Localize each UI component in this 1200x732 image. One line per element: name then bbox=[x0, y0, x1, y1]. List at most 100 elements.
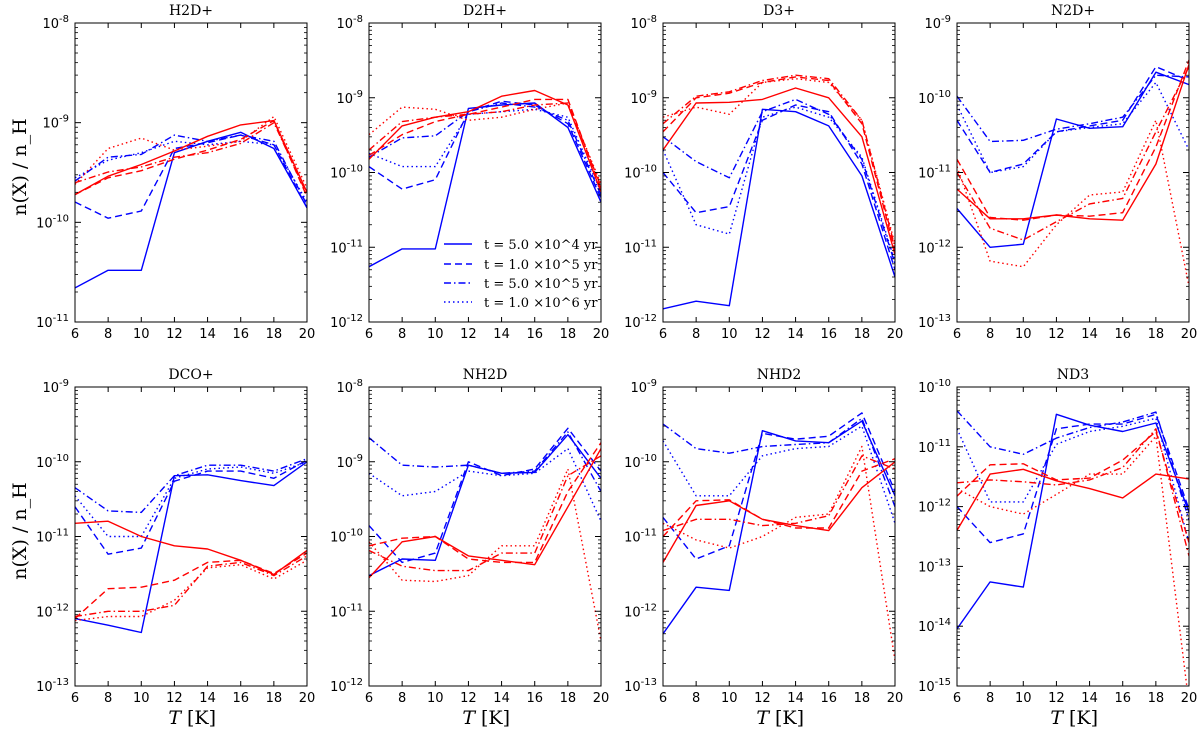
y-tick-label: 10-10 bbox=[330, 164, 363, 182]
x-tick-label: 8 bbox=[398, 327, 406, 342]
series-group bbox=[75, 115, 307, 289]
xlabel-col-1: T [K] bbox=[168, 707, 216, 729]
x-tick-label: 8 bbox=[398, 691, 406, 706]
y-tick-label: 10-11 bbox=[330, 238, 363, 256]
y-tick-label: 10-10 bbox=[36, 213, 69, 231]
x-tick-label: 8 bbox=[692, 327, 700, 342]
series-line bbox=[957, 413, 1189, 630]
series-line bbox=[369, 448, 601, 579]
x-tick-label: 18 bbox=[854, 691, 871, 706]
y-tick-label: 10-13 bbox=[36, 677, 69, 695]
x-tick-label: 16 bbox=[232, 691, 249, 706]
series-line bbox=[369, 442, 601, 564]
y-tick-label: 10-10 bbox=[36, 453, 69, 471]
x-tick-label: 20 bbox=[887, 327, 904, 342]
series-line bbox=[957, 74, 1189, 143]
y-tick-label: 10-11 bbox=[918, 438, 951, 456]
legend-label: t = 5.0 ×10^4 yr bbox=[484, 238, 598, 253]
xlabel-var: T bbox=[168, 707, 182, 729]
y-tick-label: 10-9 bbox=[336, 453, 363, 471]
panel-title: ND3 bbox=[1057, 367, 1089, 383]
series-group bbox=[957, 410, 1189, 686]
series-group bbox=[957, 59, 1189, 287]
x-tick-label: 12 bbox=[754, 327, 771, 342]
series-line bbox=[369, 98, 601, 190]
y-tick-label: 10-13 bbox=[918, 313, 951, 331]
x-tick-label: 8 bbox=[986, 327, 994, 342]
x-tick-label: 10 bbox=[721, 327, 738, 342]
series-line bbox=[369, 468, 601, 642]
y-tick-label: 10-12 bbox=[330, 313, 363, 331]
panel-4: N2D+ 6 8 10 12 14 16 18 20 10-13 10-12 10-11 10-10 10… bbox=[918, 3, 1197, 342]
x-tick-label: 12 bbox=[166, 327, 183, 342]
x-tick-label: 6 bbox=[659, 327, 667, 342]
series-line bbox=[957, 81, 1189, 174]
x-tick-label: 6 bbox=[659, 691, 667, 706]
x-tick-label: 18 bbox=[854, 327, 871, 342]
x-tick-label: 10 bbox=[1015, 691, 1032, 706]
series-line bbox=[369, 431, 601, 492]
series-line bbox=[75, 461, 307, 538]
series-line bbox=[75, 140, 307, 203]
x-tick-label: 8 bbox=[986, 691, 994, 706]
series-line bbox=[957, 417, 1189, 543]
series-line bbox=[663, 106, 895, 262]
series-line bbox=[75, 121, 307, 195]
x-tick-label: 14 bbox=[493, 327, 510, 342]
panel-title: DCO+ bbox=[168, 367, 213, 383]
series-line bbox=[957, 435, 1188, 686]
series-line bbox=[75, 555, 307, 618]
x-tick-label: 20 bbox=[299, 327, 316, 342]
y-tick-label: 10-11 bbox=[330, 602, 363, 620]
plot-frame bbox=[368, 386, 602, 687]
x-tick-label: 12 bbox=[166, 691, 183, 706]
series-line bbox=[663, 455, 895, 532]
series-line bbox=[369, 434, 601, 577]
series-line bbox=[663, 74, 895, 248]
panel-title: NHD2 bbox=[757, 367, 802, 383]
series-line bbox=[957, 65, 1189, 174]
series-line bbox=[957, 430, 1189, 543]
y-tick-label: 10-13 bbox=[918, 557, 951, 575]
series-line bbox=[663, 412, 895, 560]
y-tick-label: 10-12 bbox=[330, 677, 363, 695]
y-tick-label: 10-9 bbox=[630, 89, 657, 107]
x-tick-label: 12 bbox=[1048, 691, 1065, 706]
series-line bbox=[369, 455, 601, 572]
x-tick-label: 16 bbox=[820, 327, 837, 342]
series-group bbox=[75, 458, 307, 634]
xlabel-var: T bbox=[462, 707, 476, 729]
x-tick-label: 18 bbox=[1148, 691, 1165, 706]
legend-label: t = 1.0 ×10^6 yr bbox=[484, 296, 598, 311]
y-tick-label: 10-8 bbox=[336, 378, 363, 396]
y-tick-label: 10-13 bbox=[624, 677, 657, 695]
x-tick-label: 14 bbox=[199, 691, 216, 706]
y-tick-label: 10-10 bbox=[918, 378, 951, 396]
y-tick-label: 10-12 bbox=[36, 602, 69, 620]
xlabel-var: T bbox=[1050, 707, 1064, 729]
series-line bbox=[663, 98, 895, 265]
series-line bbox=[663, 445, 895, 661]
x-tick-label: 10 bbox=[133, 327, 150, 342]
panel-title: D2H+ bbox=[463, 3, 507, 19]
series-line bbox=[957, 119, 1189, 287]
series-line bbox=[75, 461, 307, 634]
x-tick-label: 10 bbox=[427, 691, 444, 706]
series-group bbox=[369, 427, 601, 642]
series-line bbox=[663, 417, 895, 508]
x-tick-label: 14 bbox=[1081, 327, 1098, 342]
y-tick-label: 10-9 bbox=[42, 114, 69, 132]
y-tick-label: 10-8 bbox=[630, 14, 657, 32]
panel-2: D2H+ 6 8 10 12 14 16 18 20 10-12 10-11 10-10 10-9 10-… bbox=[330, 3, 609, 342]
xlabel-var: T bbox=[756, 707, 770, 729]
series-line bbox=[75, 458, 307, 514]
series-line bbox=[75, 131, 307, 289]
panel-title: N2D+ bbox=[1051, 3, 1095, 19]
x-tick-label: 16 bbox=[526, 691, 543, 706]
series-line bbox=[957, 59, 1189, 221]
x-tick-label: 16 bbox=[1114, 691, 1131, 706]
series-line bbox=[663, 458, 895, 537]
series-line bbox=[369, 89, 601, 193]
y-tick-label: 10-10 bbox=[624, 164, 657, 182]
x-tick-label: 6 bbox=[953, 327, 961, 342]
